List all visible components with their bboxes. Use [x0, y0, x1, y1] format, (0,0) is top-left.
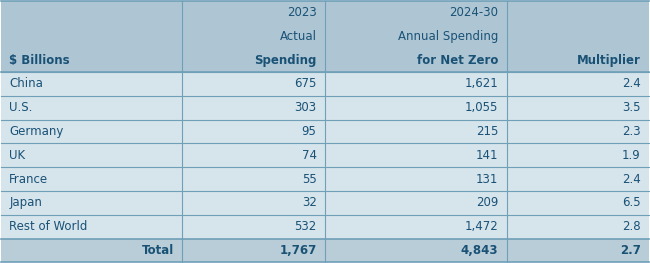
Text: Actual: Actual: [280, 30, 317, 43]
Text: U.S.: U.S.: [9, 101, 32, 114]
Text: 675: 675: [294, 77, 317, 90]
Text: 209: 209: [476, 196, 498, 209]
Text: 131: 131: [476, 173, 498, 186]
Text: 1,621: 1,621: [465, 77, 498, 90]
Text: 141: 141: [476, 149, 498, 162]
Bar: [1, 143, 649, 167]
Bar: [1, 96, 649, 120]
Text: Total: Total: [142, 244, 174, 257]
Text: 303: 303: [294, 101, 317, 114]
Text: France: France: [9, 173, 48, 186]
Text: Annual Spending: Annual Spending: [398, 30, 498, 43]
Text: 95: 95: [302, 125, 317, 138]
Text: 3.5: 3.5: [622, 101, 641, 114]
Bar: [1, 72, 649, 96]
Text: 6.5: 6.5: [622, 196, 641, 209]
Text: 2023: 2023: [287, 6, 317, 19]
Text: 2.8: 2.8: [622, 220, 641, 233]
Text: China: China: [9, 77, 43, 90]
Bar: [1, 215, 649, 239]
Text: $ Billions: $ Billions: [9, 54, 70, 67]
Text: 2.7: 2.7: [620, 244, 641, 257]
Text: Japan: Japan: [9, 196, 42, 209]
Text: 1,767: 1,767: [280, 244, 317, 257]
Text: 2.4: 2.4: [622, 173, 641, 186]
Text: Multiplier: Multiplier: [577, 54, 641, 67]
Text: UK: UK: [9, 149, 25, 162]
Text: 1.9: 1.9: [622, 149, 641, 162]
Text: 32: 32: [302, 196, 317, 209]
Bar: [1, 191, 649, 215]
Text: 215: 215: [476, 125, 498, 138]
Bar: [1, 120, 649, 143]
Text: 4,843: 4,843: [461, 244, 498, 257]
Text: 74: 74: [302, 149, 317, 162]
Text: for Net Zero: for Net Zero: [417, 54, 498, 67]
Bar: [1, 239, 649, 262]
Text: 2.3: 2.3: [622, 125, 641, 138]
Text: 1,472: 1,472: [465, 220, 498, 233]
Text: 532: 532: [294, 220, 317, 233]
Text: Germany: Germany: [9, 125, 64, 138]
Text: Spending: Spending: [254, 54, 317, 67]
Text: 2024-30: 2024-30: [449, 6, 498, 19]
Bar: [1, 167, 649, 191]
Text: 2.4: 2.4: [622, 77, 641, 90]
Text: 1,055: 1,055: [465, 101, 498, 114]
Bar: [1, 1, 649, 72]
Text: 55: 55: [302, 173, 317, 186]
Text: Rest of World: Rest of World: [9, 220, 88, 233]
